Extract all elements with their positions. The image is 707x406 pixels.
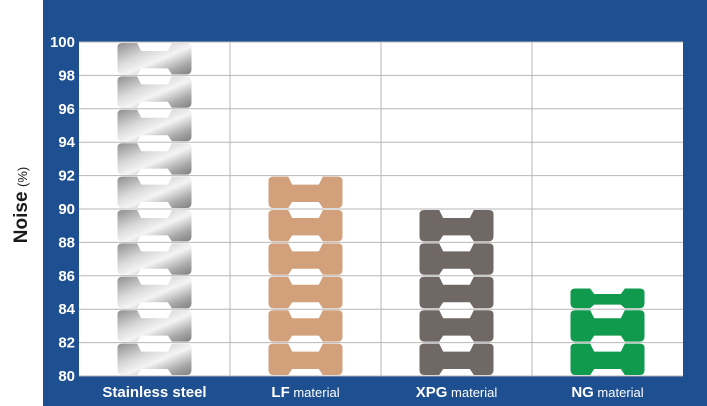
bar-segment: [570, 343, 645, 375]
bar-segment: [117, 143, 192, 175]
bar: [117, 43, 192, 375]
x-category-label: NG material: [571, 384, 643, 401]
y-tick-label: 100: [50, 34, 75, 51]
bar-segment: [117, 276, 192, 309]
bar-segment: [117, 343, 192, 375]
bar-segment: [117, 43, 192, 75]
y-tick-label: 86: [58, 268, 75, 285]
bar-segment: [117, 210, 192, 242]
bar-segment: [268, 310, 343, 342]
bars: [117, 43, 645, 375]
bar-segment: [268, 176, 343, 208]
y-tick-label: 88: [58, 234, 75, 251]
bar-segment: [268, 243, 343, 275]
x-category-label: Stainless steel: [102, 384, 206, 401]
bar-segment: [268, 210, 343, 242]
bar: [268, 176, 343, 375]
bar-segment: [117, 109, 192, 142]
y-tick-label: 82: [58, 335, 75, 352]
bar-segment: [268, 276, 343, 309]
y-tick-label: 90: [58, 201, 75, 218]
y-tick-labels: 80 82 84 86 88 90 92 94 96 98 100: [50, 34, 76, 385]
grid-lines: [79, 41, 683, 377]
bar: [570, 288, 645, 375]
bar-segment: [419, 343, 494, 375]
y-tick-label: 84: [58, 301, 75, 318]
x-category-label: XPG material: [416, 384, 498, 401]
bar-segment: [268, 343, 343, 375]
bar-segment: [570, 288, 645, 309]
bar-segment: [117, 176, 192, 208]
y-tick-label: 96: [58, 101, 75, 118]
y-tick-label: 80: [58, 368, 75, 385]
bar-segment: [570, 310, 645, 342]
y-tick-label: 92: [58, 168, 75, 185]
bar-segment: [117, 243, 192, 275]
x-category-label: LF material: [271, 384, 339, 401]
y-tick-label: 94: [58, 134, 75, 151]
y-tick-label: 98: [58, 67, 75, 84]
bar-segment: [419, 210, 494, 242]
bar-segment: [117, 310, 192, 342]
bar-segment: [117, 76, 192, 108]
bar-segment: [419, 243, 494, 275]
x-category-labels: Stainless steel LF material XPG material NG…: [102, 384, 643, 401]
bar-segment: [419, 276, 494, 309]
bar: [419, 210, 494, 375]
bar-segment: [419, 310, 494, 342]
